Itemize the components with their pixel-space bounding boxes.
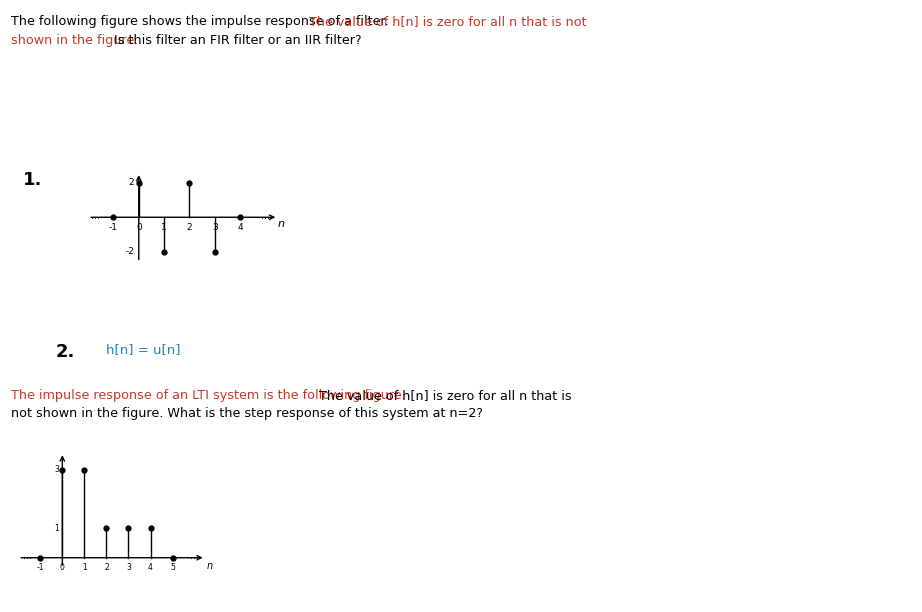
Text: -2: -2: [125, 247, 135, 256]
Text: shown in the figure.: shown in the figure.: [11, 34, 142, 47]
Text: not shown in the figure. What is the step response of this system at n=2?: not shown in the figure. What is the ste…: [11, 407, 483, 420]
Text: 1: 1: [82, 563, 87, 572]
Text: 3: 3: [54, 465, 59, 474]
Text: Is this filter an FIR filter or an IIR filter?: Is this filter an FIR filter or an IIR f…: [113, 34, 361, 47]
Text: -1: -1: [109, 223, 118, 233]
Text: 5: 5: [171, 563, 175, 572]
Text: ...: ...: [91, 211, 100, 222]
Text: n: n: [278, 219, 284, 229]
Text: ...: ...: [190, 551, 199, 561]
Text: 4: 4: [237, 223, 243, 233]
Text: 0: 0: [60, 563, 65, 572]
Text: 4: 4: [148, 563, 153, 572]
Text: The impulse response of an LTI system is the following figure.: The impulse response of an LTI system is…: [11, 389, 409, 401]
Text: 2: 2: [128, 178, 135, 187]
Text: The value of h[n] is zero for all n that is not: The value of h[n] is zero for all n that…: [309, 15, 586, 28]
Text: The following figure shows the impulse response of a filter.: The following figure shows the impulse r…: [11, 15, 393, 28]
Text: 2: 2: [186, 223, 193, 233]
Text: 2: 2: [104, 563, 109, 572]
Text: The value of h[n] is zero for all n that is: The value of h[n] is zero for all n that…: [319, 389, 572, 401]
Text: 1.: 1.: [23, 171, 42, 189]
Text: ...: ...: [22, 551, 31, 561]
Text: 2.: 2.: [55, 343, 75, 360]
Text: -1: -1: [37, 563, 44, 572]
Text: 1: 1: [54, 524, 59, 533]
Text: 3: 3: [126, 563, 131, 572]
Text: n: n: [207, 561, 213, 570]
Text: 1: 1: [161, 223, 167, 233]
Text: 0: 0: [136, 223, 142, 233]
Text: 3: 3: [212, 223, 218, 233]
Text: ...: ...: [261, 211, 270, 222]
Text: h[n] = u[n]: h[n] = u[n]: [106, 343, 181, 356]
